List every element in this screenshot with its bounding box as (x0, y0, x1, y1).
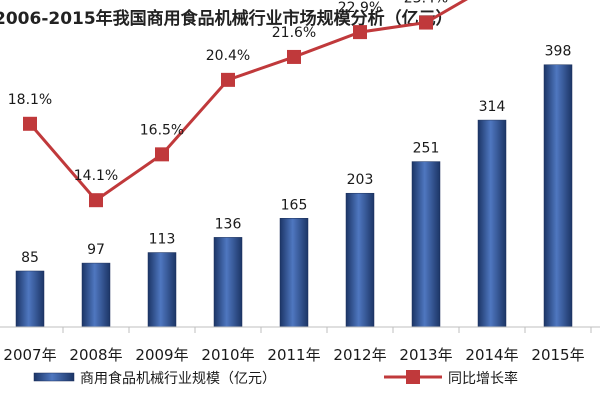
bar-value-label: 314 (479, 99, 506, 115)
x-tick-label: 2009年 (135, 346, 188, 364)
bar-value-label: 85 (21, 250, 39, 266)
growth-rate-label: 14.1% (74, 168, 118, 184)
growth-rate-label: 16.5% (140, 122, 184, 138)
growth-rate-marker (419, 15, 433, 30)
legend-bar-label: 商用食品机械行业规模（亿元） (80, 370, 276, 387)
bar-value-label: 97 (87, 242, 105, 258)
x-tick-label: 2015年 (531, 346, 584, 364)
bar-2010年 (213, 237, 243, 328)
growth-rate-label: 20.4% (206, 48, 250, 64)
bar-value-label: 398 (545, 44, 572, 60)
legend-line-marker (406, 370, 420, 384)
x-tick-label: 2007年 (3, 346, 56, 364)
bar-series (15, 64, 573, 328)
line-labels: 18.1%14.1%16.5%20.4%21.6%22.9%23.4%25.4%… (8, 0, 448, 184)
bar-value-label: 165 (281, 197, 308, 213)
growth-rate-label: 21.6% (272, 25, 316, 41)
bar-labels: 728597113136165203251314398 (21, 44, 572, 266)
x-tick-label: 2010年 (201, 346, 254, 364)
bar-2015年 (543, 64, 573, 328)
bar-value-label: 251 (413, 141, 440, 157)
legend: 商用食品机械行业规模（亿元） 同比增长率 (33, 370, 518, 387)
bar-2013年 (411, 161, 441, 328)
bar-value-label: 203 (347, 172, 374, 188)
legend-bar-swatch (33, 372, 75, 382)
growth-rate-label: 23.4% (404, 0, 448, 7)
legend-line-label: 同比增长率 (448, 370, 518, 387)
growth-rate-marker (353, 25, 367, 40)
x-axis-ticks (62, 327, 592, 333)
x-tick-label: 2011年 (267, 346, 320, 364)
chart-title: 2006-2015年我国商用食品机械行业市场规模分析（亿元） (0, 8, 453, 29)
x-tick-label: 2012年 (333, 346, 386, 364)
growth-rate-marker (23, 116, 37, 131)
bar-value-label: 113 (149, 232, 176, 248)
x-axis-tick-labels: 2006年2007年2008年2009年2010年2011年2012年2013年… (3, 346, 584, 364)
bar-2012年 (345, 192, 375, 328)
bar-value-label: 136 (215, 216, 242, 232)
x-tick-label: 2013年 (399, 346, 452, 364)
x-tick-label: 2008年 (69, 346, 122, 364)
x-tick-label: 2014年 (465, 346, 518, 364)
bar-2011年 (279, 218, 309, 328)
bar-2009年 (147, 252, 177, 328)
growth-rate-label: 18.1% (8, 92, 52, 108)
growth-rate-marker (221, 72, 235, 87)
bar-2008年 (81, 262, 111, 328)
bar-2014年 (477, 119, 507, 328)
growth-rate-marker (155, 147, 169, 162)
line-series (23, 0, 468, 208)
growth-rate-label: 22.9% (338, 0, 382, 16)
growth-rate-marker (89, 193, 103, 208)
growth-rate-marker (287, 49, 301, 64)
bar-2007年 (15, 270, 45, 328)
